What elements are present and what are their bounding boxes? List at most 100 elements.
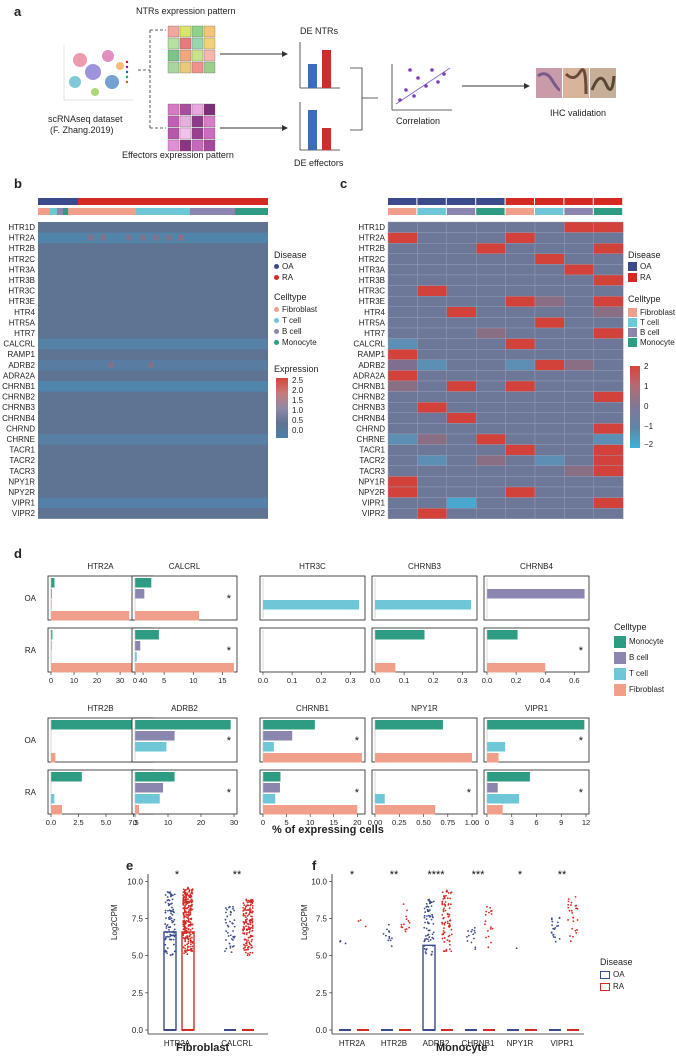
- d-tick-label: 0.1: [287, 676, 297, 685]
- point-oa: [170, 919, 173, 922]
- c-heatmap-cell: [564, 285, 594, 297]
- point-oa: [170, 917, 173, 920]
- point-oa: [229, 934, 232, 937]
- b-legend-fibroblast: Fibroblast: [274, 305, 317, 314]
- point-oa: [427, 899, 430, 901]
- y-tick-label: 10.0: [127, 877, 143, 886]
- sig-mark: *: [518, 869, 523, 881]
- point-ra: [182, 904, 185, 906]
- point-ra: [191, 950, 194, 952]
- c-gene-label: NPY2R: [358, 488, 385, 497]
- c-heatmap-cell: [387, 359, 418, 371]
- point-ra: [570, 904, 572, 906]
- c-gene-label: HTR4: [364, 308, 385, 317]
- c-heatmap-cell: [564, 243, 594, 255]
- point-oa: [551, 920, 554, 923]
- b-heatmap-row: [38, 338, 268, 350]
- point-ra: [441, 913, 444, 916]
- point-oa: [233, 936, 235, 939]
- point-ra: [242, 902, 245, 905]
- point-ra: [185, 911, 188, 914]
- point-ra: [190, 905, 193, 907]
- point-ra: [244, 944, 247, 947]
- point-ra: [408, 926, 411, 929]
- c-scale-tick: 1: [644, 382, 649, 391]
- point-ra: [191, 888, 194, 890]
- point-ra: [188, 890, 191, 893]
- b-gene-label: HTR3E: [9, 297, 35, 306]
- b-heatmap-speckle: [153, 234, 159, 241]
- c-gene-label: HTR3B: [359, 276, 385, 285]
- d-tick-label: 0.2: [428, 676, 438, 685]
- point-ra: [485, 936, 487, 939]
- c-heatmap-cell: [387, 465, 418, 477]
- d-panel-frame: [259, 627, 366, 673]
- c-heatmap-cell: [593, 401, 624, 413]
- d-xlabel: % of expressing cells: [272, 824, 384, 836]
- d-tick-label: 0.0: [46, 818, 56, 827]
- point-oa: [473, 926, 476, 929]
- c-heatmap-cell: [534, 327, 565, 339]
- point-ra: [244, 946, 247, 949]
- point-ra: [186, 936, 189, 938]
- c-heatmap-cell: [475, 401, 506, 413]
- point-ra: [570, 909, 573, 912]
- point-oa: [173, 943, 175, 946]
- c-heatmap-cell: [564, 221, 594, 233]
- point-ra: [186, 946, 189, 949]
- b-gene-label: HTR2A: [9, 234, 36, 243]
- point-ra: [190, 943, 192, 946]
- d-bar-fibroblast: [51, 753, 56, 763]
- point-ra: [242, 932, 244, 935]
- sig-mark: *: [350, 869, 355, 881]
- c-heatmap-cell: [593, 253, 624, 265]
- point-ra: [188, 934, 191, 937]
- point-oa: [550, 918, 553, 921]
- point-ra: [191, 932, 194, 935]
- d-gene-title: HTR3C: [299, 562, 326, 571]
- d-bar-monocyte: [375, 630, 425, 640]
- d-bar-monocyte: [51, 578, 55, 588]
- point-ra: [188, 931, 190, 934]
- point-oa: [465, 935, 468, 938]
- point-ra: [247, 939, 250, 942]
- point-oa: [430, 953, 433, 956]
- point-oa: [172, 920, 175, 923]
- c-heatmap-cell: [564, 306, 594, 318]
- d-bar-monocyte: [263, 720, 315, 730]
- point-oa: [165, 927, 168, 929]
- box-plot-e: 10.0 7.5 5.0 2.5 0.0 HTR2A * CALCRL **: [127, 869, 268, 1048]
- point-oa: [425, 918, 428, 920]
- f-xlabel: Monocyte: [436, 1042, 488, 1054]
- c-heatmap-cell: [564, 264, 594, 276]
- point-ra: [447, 935, 450, 938]
- point-ra: [489, 906, 492, 909]
- point-oa: [423, 926, 426, 929]
- c-heatmap-cell: [564, 295, 594, 307]
- point-ra: [243, 933, 246, 935]
- d-bar-monocyte: [263, 772, 281, 782]
- d-tick-label: 15: [218, 676, 226, 685]
- effectors-grid-cell: [179, 103, 192, 116]
- d-bar-t-cell: [487, 742, 506, 752]
- point-oa: [423, 907, 426, 910]
- c-gene-label: VIPR1: [362, 499, 386, 508]
- b-gene-label: NPY2R: [8, 488, 35, 497]
- point-ra: [185, 916, 188, 918]
- tsne-thumbnail: [60, 42, 138, 102]
- c-heatmap-cell: [387, 264, 418, 276]
- c-celltype-bar: [388, 208, 417, 215]
- c-gene-label: RAMP1: [357, 350, 385, 359]
- point-oa: [170, 934, 173, 937]
- point-ra: [185, 913, 188, 916]
- c-gene-label: CHRNB4: [352, 414, 385, 423]
- b-heatmap-row: [38, 381, 268, 392]
- point-ra: [443, 895, 446, 898]
- point-ra: [251, 902, 254, 905]
- sig-mark: ***: [472, 869, 486, 881]
- d-tick-label: 0: [261, 818, 265, 827]
- point-ra: [247, 901, 249, 904]
- point-oa: [472, 933, 475, 936]
- point-oa: [164, 943, 167, 946]
- point-ra: [246, 928, 249, 931]
